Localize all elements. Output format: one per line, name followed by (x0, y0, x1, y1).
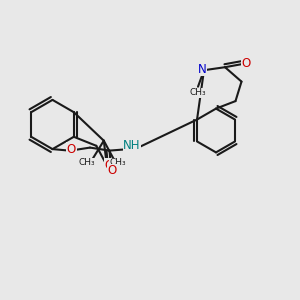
Text: O: O (242, 57, 250, 70)
Text: O: O (67, 142, 76, 156)
Text: N: N (198, 63, 207, 76)
Text: O: O (105, 159, 114, 172)
Text: CH₃: CH₃ (190, 88, 206, 97)
Text: CH₃: CH₃ (110, 158, 126, 167)
Text: O: O (107, 164, 116, 177)
Text: NH: NH (123, 139, 141, 152)
Text: CH₃: CH₃ (78, 158, 95, 167)
